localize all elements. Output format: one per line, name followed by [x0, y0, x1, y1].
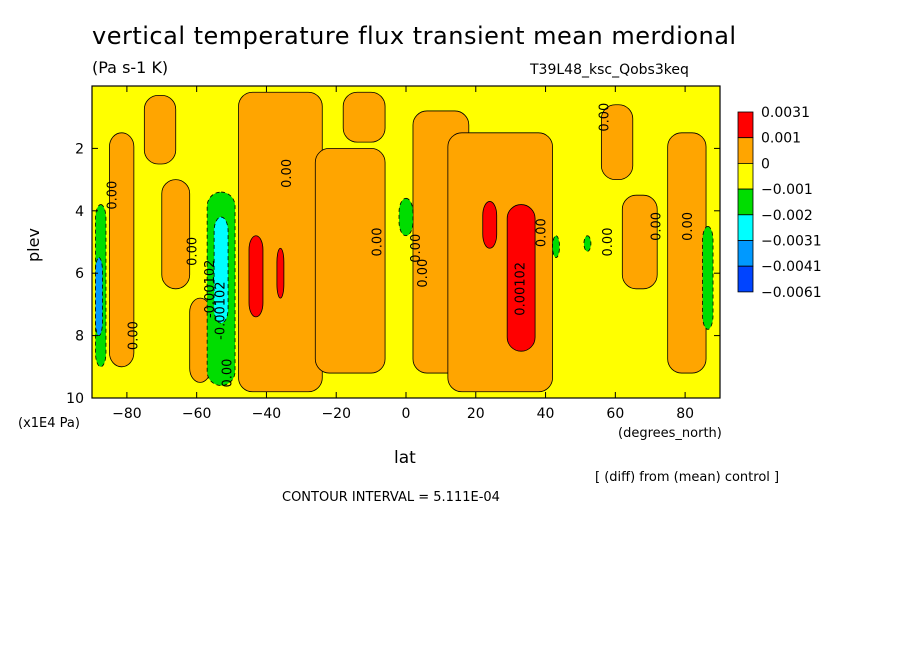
contour-label-4: -0.00102: [214, 281, 229, 339]
colorbar-swatch-4: [737, 214, 754, 241]
colorbar-label-2: 0: [761, 156, 770, 172]
contour-label-12: 0.00: [597, 103, 612, 132]
field-region-0: [109, 132, 135, 368]
field-region-1: [143, 94, 177, 165]
colorbar-swatch-1: [737, 137, 754, 164]
colorbar-label-3: −0.001: [761, 182, 813, 198]
colorbar-label-6: −0.0041: [761, 259, 822, 275]
field-region-10: [621, 194, 658, 290]
contour-label-11: 0.00: [535, 218, 550, 247]
field-region-22: [213, 216, 229, 324]
run-label: T39L48_ksc_Qobs3keq: [530, 62, 689, 78]
field-region-12: [248, 235, 264, 318]
diff-note: [ (diff) from (mean) control ]: [595, 470, 780, 485]
contour-label-14: 0.00: [650, 212, 665, 241]
y-tick-label-4: 10: [66, 391, 84, 407]
field-region-13: [276, 247, 285, 299]
field-region-20: [702, 225, 714, 330]
field-region-5: [314, 147, 386, 374]
field-region-17: [398, 197, 414, 237]
colorbar-swatch-5: [737, 240, 754, 267]
contour-label-9: 0.00: [416, 259, 431, 288]
contour-label-5: 0.00: [221, 359, 236, 388]
x-axis-label: lat: [394, 448, 416, 468]
field-region-11: [667, 132, 707, 374]
x-tick-label-3: −20: [321, 406, 351, 422]
colorbar: 0.0031 0.001 0 −0.001 −0.002 −0.0031 −0.0041 −0…: [737, 105, 822, 301]
contour-label-1: 0.00: [126, 321, 141, 350]
y-axis-units: (x1E4 Pa): [18, 416, 80, 431]
contour-label-13: 0.00: [601, 228, 616, 257]
field-region-9: [600, 104, 634, 180]
contour-label-8: 0.00: [409, 234, 424, 263]
field-region-15: [506, 204, 536, 352]
x-tick-label-6: 40: [537, 406, 555, 422]
field-region-14: [482, 201, 498, 249]
colorbar-swatch-6: [737, 265, 754, 293]
colorbar-label-0: 0.0031: [761, 105, 810, 121]
x-tick-label-0: −80: [112, 406, 142, 422]
x-axis-units: (degrees_north): [618, 426, 722, 441]
x-tick-label-5: 20: [467, 406, 485, 422]
contour-labels: 0.000.000.00-0.00102-0.001020.000.000.00…: [105, 103, 696, 388]
contour-label-6: 0.00: [280, 159, 295, 188]
y-tick-label-1: 4: [75, 204, 84, 220]
contour-label-3: -0.00102: [203, 260, 218, 318]
field-region-23: [95, 257, 103, 337]
field-region-18: [552, 235, 560, 258]
chart-title: vertical temperature flux transient mean…: [92, 22, 737, 50]
colorbar-label-4: −0.002: [761, 208, 813, 224]
x-tick-label-8: 80: [676, 406, 694, 422]
colorbar-swatch-3: [737, 188, 754, 216]
colorbar-label-1: 0.001: [761, 131, 801, 147]
contour-interval: CONTOUR INTERVAL = 5.111E-04: [282, 490, 500, 505]
y-tick-label-0: 2: [75, 141, 84, 157]
x-tick-label-7: 60: [606, 406, 624, 422]
colorbar-swatch-0: [737, 111, 754, 139]
colorbar-swatch-2: [737, 162, 754, 190]
plot-field: [92, 86, 720, 398]
contour-label-10: 0.00102: [514, 262, 529, 316]
plot-axes: −80 −60 −40 −20 0 20 40 60 80 2 4 6 8 10: [66, 85, 721, 422]
colorbar-label-5: −0.0031: [761, 234, 822, 250]
x-tick-label-4: 0: [402, 406, 411, 422]
x-tick-label-2: −40: [252, 406, 282, 422]
contour-label-2: 0.00: [186, 237, 201, 266]
contour-label-0: 0.00: [105, 181, 120, 210]
field-region-2: [161, 179, 191, 290]
contour-label-7: 0.00: [371, 228, 386, 257]
field-region-8: [447, 132, 553, 393]
y-tick-label-3: 8: [75, 329, 84, 345]
x-tick-label-1: −60: [182, 406, 212, 422]
chart-units: (Pa s-1 K): [92, 58, 169, 77]
field-region-6: [342, 91, 386, 143]
colorbar-label-7: −0.0061: [761, 285, 822, 301]
y-tick-label-2: 6: [75, 266, 84, 282]
field-region-19: [583, 235, 592, 252]
contour-label-15: 0.00: [681, 212, 696, 241]
